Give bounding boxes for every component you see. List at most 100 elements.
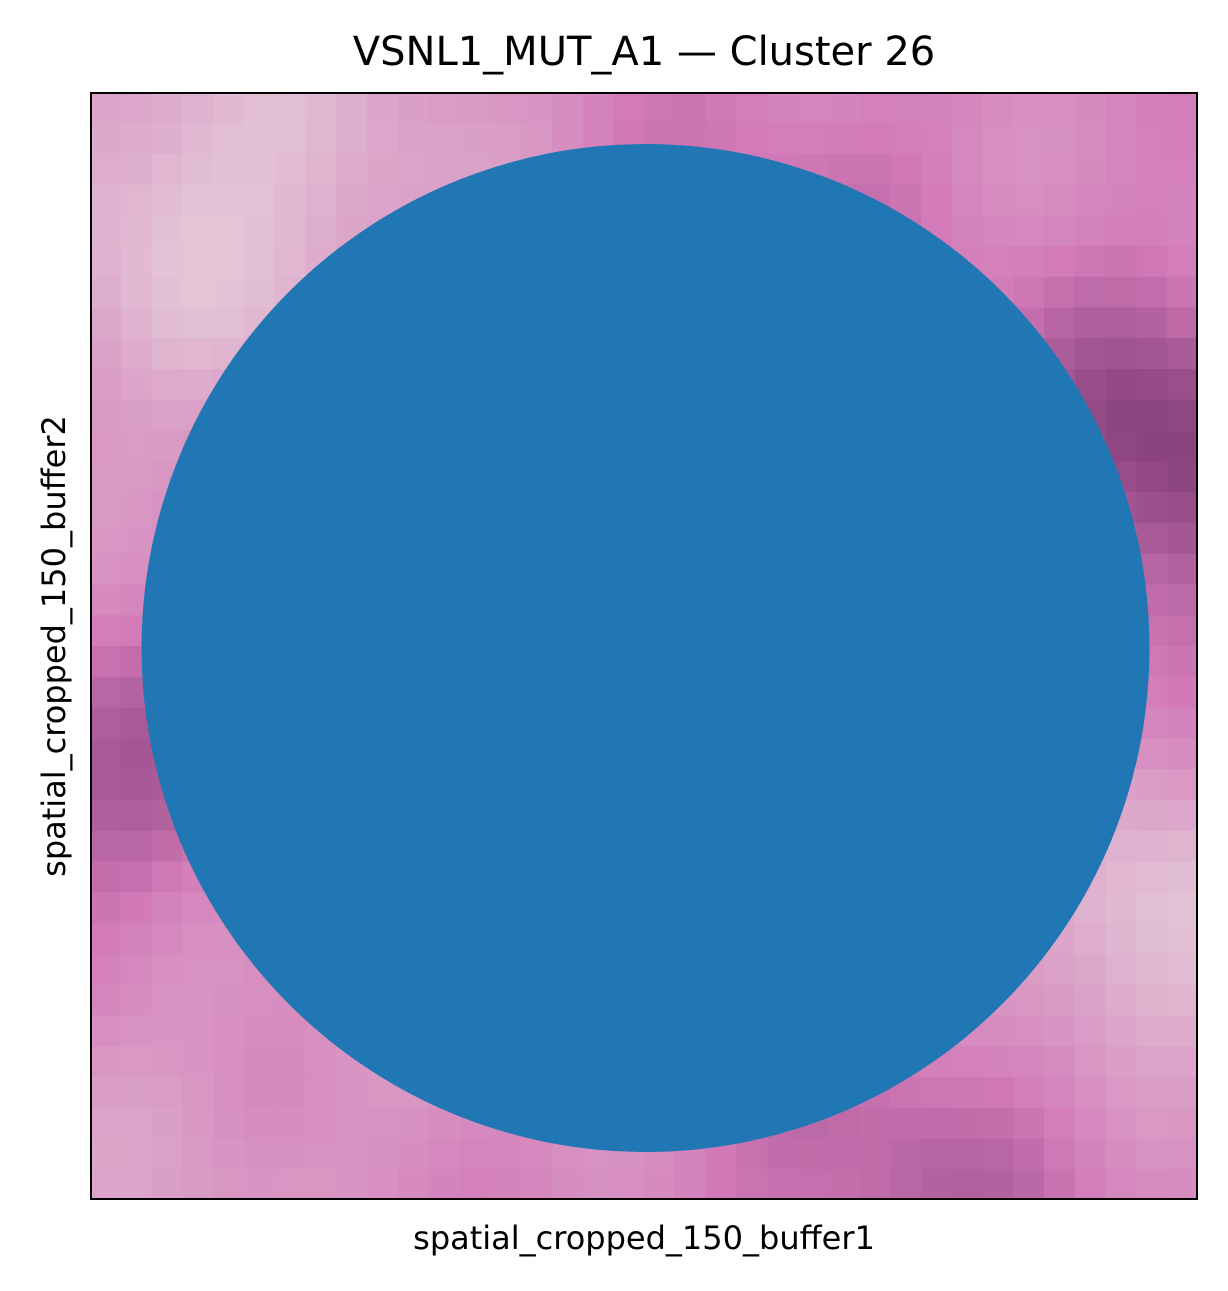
- tissue-pixel: [151, 953, 183, 986]
- tissue-pixel: [90, 553, 122, 586]
- tissue-pixel: [182, 1169, 214, 1200]
- tissue-pixel: [182, 245, 214, 278]
- tissue-pixel: [120, 492, 153, 524]
- tissue-pixel: [1013, 1107, 1045, 1140]
- tissue-pixel: [1167, 646, 1198, 678]
- tissue-pixel: [1013, 984, 1045, 1016]
- tissue-pixel: [120, 984, 153, 1016]
- tissue-pixel: [982, 1107, 1014, 1140]
- tissue-pixel: [1044, 1015, 1076, 1047]
- tissue-pixel: [705, 92, 737, 124]
- tissue-pixel: [1044, 153, 1076, 185]
- tissue-pixel: [305, 1076, 337, 1109]
- tissue-pixel: [151, 276, 183, 309]
- tissue-pixel: [859, 153, 891, 185]
- tissue-pixel: [1044, 1138, 1076, 1170]
- tissue-pixel: [1167, 769, 1198, 801]
- tissue-pixel: [951, 1138, 984, 1170]
- tissue-pixel: [551, 1169, 584, 1200]
- tissue-pixel: [951, 1076, 984, 1109]
- tissue-pixel: [182, 1076, 214, 1109]
- tissue-pixel: [120, 953, 153, 986]
- tissue-pixel: [1074, 984, 1107, 1016]
- tissue-pixel: [1167, 584, 1198, 616]
- tissue-pixel: [213, 1107, 245, 1140]
- tissue-pixel: [120, 1107, 153, 1140]
- tissue-pixel: [243, 1076, 276, 1109]
- tissue-pixel: [1074, 953, 1107, 986]
- tissue-pixel: [151, 369, 183, 401]
- tissue-pixel: [1105, 861, 1138, 893]
- tissue-pixel: [1167, 738, 1198, 770]
- tissue-pixel: [982, 1015, 1014, 1047]
- tissue-pixel: [890, 1107, 922, 1140]
- tissue-pixel: [1167, 1015, 1198, 1047]
- tissue-pixel: [1013, 215, 1045, 247]
- tissue-pixel: [243, 1107, 276, 1140]
- tissue-pixel: [274, 184, 307, 216]
- tissue-pixel: [828, 92, 861, 124]
- tissue-pixel: [90, 399, 122, 432]
- tissue-pixel: [1136, 430, 1168, 462]
- tissue-pixel: [1105, 369, 1138, 401]
- tissue-pixel: [1167, 799, 1198, 832]
- tissue-pixel: [397, 92, 430, 124]
- tissue-pixel: [90, 1169, 122, 1200]
- tissue-pixel: [274, 1169, 307, 1200]
- tissue-pixel: [1167, 892, 1198, 924]
- tissue-pixel: [274, 1138, 307, 1170]
- tissue-pixel: [336, 1107, 368, 1140]
- tissue-pixel: [120, 215, 153, 247]
- tissue-pixel: [921, 122, 953, 155]
- tissue-pixel: [951, 122, 984, 155]
- tissue-pixel: [1167, 553, 1198, 586]
- tissue-pixel: [90, 1138, 122, 1170]
- tissue-pixel: [90, 1046, 122, 1078]
- tissue-pixel: [151, 923, 183, 955]
- tissue-pixel: [397, 122, 430, 155]
- tissue-pixel: [151, 1138, 183, 1170]
- tissue-pixel: [213, 122, 245, 155]
- tissue-pixel: [213, 245, 245, 278]
- tissue-pixel: [428, 1138, 460, 1170]
- tissue-pixel: [151, 153, 183, 185]
- tissue-pixel: [336, 1076, 368, 1109]
- tissue-pixel: [243, 92, 276, 124]
- tissue-pixel: [120, 799, 153, 832]
- tissue-pixel: [274, 92, 307, 124]
- tissue-pixel: [767, 92, 799, 124]
- tissue-pixel: [1167, 953, 1198, 986]
- tissue-pixel: [120, 122, 153, 155]
- tissue-pixel: [120, 522, 153, 555]
- tissue-pixel: [1105, 1015, 1138, 1047]
- tissue-pixel: [951, 92, 984, 124]
- tissue-pixel: [1105, 1076, 1138, 1109]
- tissue-pixel: [151, 215, 183, 247]
- tissue-pixel: [1167, 461, 1198, 493]
- tissue-pixel: [90, 245, 122, 278]
- tissue-pixel: [1167, 1138, 1198, 1170]
- tissue-pixel: [736, 1138, 768, 1170]
- tissue-pixel: [582, 92, 614, 124]
- tissue-pixel: [921, 184, 953, 216]
- tissue-pixel: [1105, 276, 1138, 309]
- tissue-pixel: [1074, 338, 1107, 370]
- tissue-pixel: [120, 307, 153, 339]
- tissue-pixel: [305, 122, 337, 155]
- tissue-pixel: [1167, 1046, 1198, 1078]
- tissue-pixel: [305, 1107, 337, 1140]
- tissue-pixel: [213, 92, 245, 124]
- tissue-pixel: [367, 1138, 399, 1170]
- tissue-pixel: [151, 122, 183, 155]
- tissue-pixel: [90, 215, 122, 247]
- tissue-pixel: [582, 1169, 614, 1200]
- tissue-pixel: [520, 92, 553, 124]
- tissue-pixel: [1074, 1138, 1107, 1170]
- tissue-pixel: [90, 369, 122, 401]
- cluster-spot-marker: [141, 144, 1150, 1152]
- tissue-pixel: [1167, 369, 1198, 401]
- tissue-pixel: [459, 1138, 491, 1170]
- tissue-pixel: [1105, 215, 1138, 247]
- tissue-pixel: [151, 245, 183, 278]
- tissue-pixel: [151, 307, 183, 339]
